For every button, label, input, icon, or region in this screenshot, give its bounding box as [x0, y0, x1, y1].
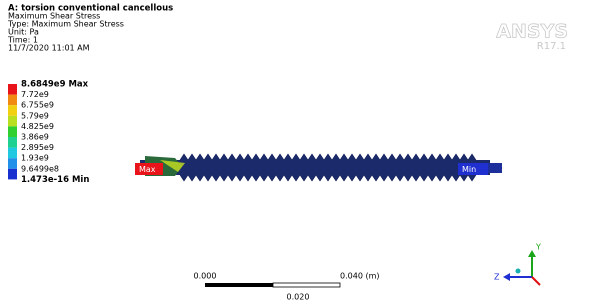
screw-tip — [488, 163, 502, 173]
legend-label: 5.79e9 — [21, 111, 49, 120]
legend-label: 8.6849e9 Max — [21, 80, 89, 90]
legend-swatch — [8, 158, 17, 169]
min-label: Min — [462, 165, 476, 174]
legend-swatch — [8, 169, 17, 180]
scale-middle: 0.020 — [287, 293, 310, 302]
legend-swatch — [8, 116, 17, 127]
screw-model — [140, 154, 502, 181]
scale-bar-dark — [205, 283, 273, 287]
screw-shaft — [140, 160, 490, 175]
scale-right: 0.040 (m) — [340, 272, 379, 281]
ansys-viewport: A: torsion conventional cancellous Maxim… — [0, 0, 589, 302]
header-line: 11/7/2020 11:01 AM — [8, 44, 90, 53]
scale-left: 0.000 — [194, 272, 217, 281]
legend-label: 2.895e9 — [21, 143, 54, 152]
version: R17.1 — [537, 41, 566, 52]
legend-label: 9.6499e8 — [21, 164, 59, 173]
max-label: Max — [139, 165, 156, 174]
legend-label: 7.72e9 — [21, 90, 49, 99]
y-label: Y — [535, 243, 541, 252]
legend-swatch — [8, 126, 17, 137]
triad-dot — [516, 269, 521, 274]
legend-label: 3.86e9 — [21, 133, 49, 142]
legend-swatch — [8, 84, 17, 95]
legend-swatch — [8, 137, 17, 148]
legend-swatch — [8, 95, 17, 106]
logo: ANSYS — [496, 21, 568, 43]
z-label: Z — [494, 273, 500, 282]
legend-label: 4.825e9 — [21, 122, 54, 131]
legend-label: 1.93e9 — [21, 154, 49, 163]
legend-swatch — [8, 105, 17, 116]
legend-swatch — [8, 148, 17, 159]
legend-label: 1.473e-16 Min — [21, 175, 89, 185]
legend-label: 6.755e9 — [21, 101, 54, 110]
scale-bar-light — [273, 283, 340, 287]
